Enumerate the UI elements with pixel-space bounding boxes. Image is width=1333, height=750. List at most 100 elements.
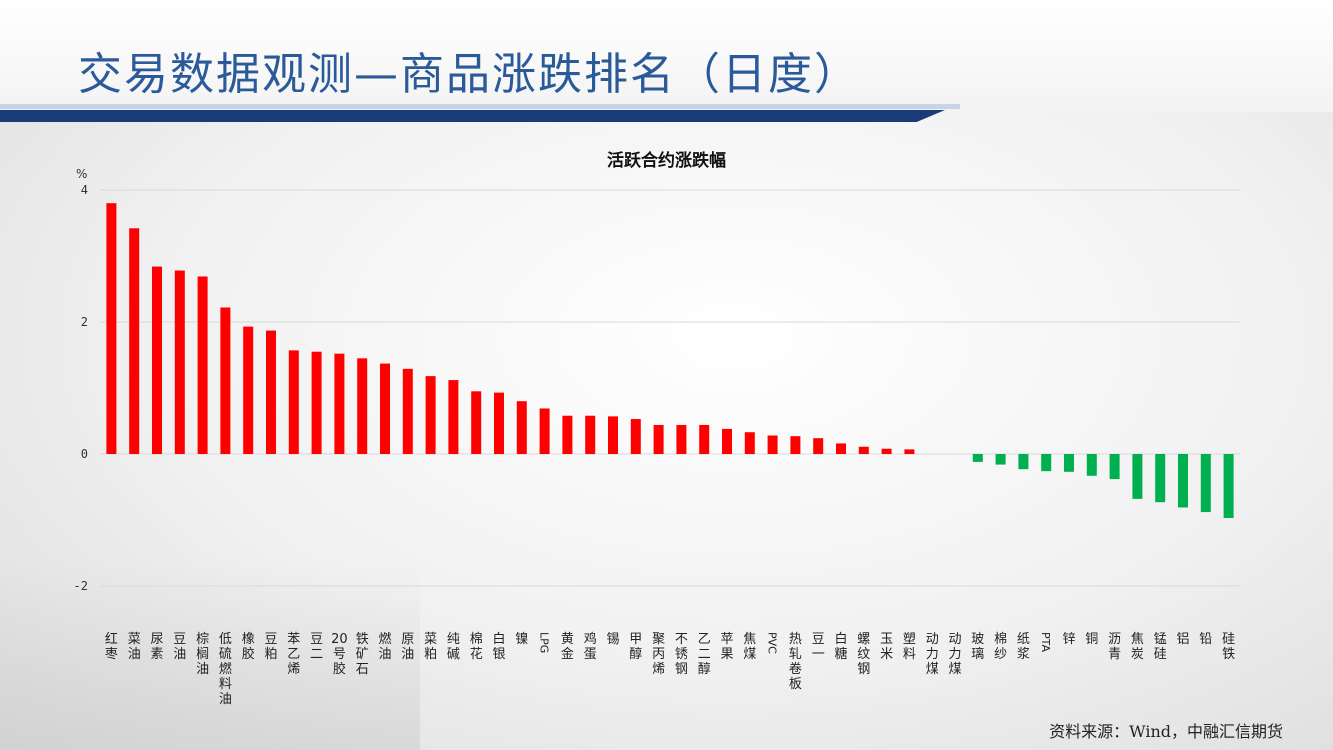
x-tick-label: 苹果 <box>720 632 733 662</box>
x-tick-label: 原油 <box>401 632 414 662</box>
x-tick-label: 塑料 <box>903 632 916 662</box>
bar <box>562 415 573 454</box>
y-tick-label: 0 <box>81 447 88 461</box>
bar <box>904 449 915 454</box>
bar <box>608 416 618 454</box>
x-tick-label: 铝 <box>1176 632 1189 647</box>
x-tick-label: 豆油 <box>173 632 186 662</box>
bar <box>129 228 140 454</box>
bar <box>174 270 185 454</box>
bar <box>1178 454 1188 508</box>
x-tick-label: LPG <box>538 632 551 653</box>
x-tick-label: 动力煤 <box>926 632 939 677</box>
bar <box>402 368 413 454</box>
y-tick-label: 4 <box>81 183 88 197</box>
bar <box>288 350 299 454</box>
header-band <box>0 0 1333 112</box>
bar <box>699 424 710 454</box>
bar <box>767 435 778 454</box>
x-tick-label: 螺纹钢 <box>857 632 870 677</box>
x-tick-label: PTA <box>1039 632 1052 652</box>
y-tick-label: 2 <box>81 315 88 329</box>
bar <box>858 446 869 454</box>
x-tick-label: 白糖 <box>834 631 847 662</box>
x-tick-label: 低硫燃料油 <box>219 632 232 707</box>
bar <box>357 358 368 454</box>
x-tick-label: 沥青 <box>1108 632 1121 662</box>
x-tick-label: 聚丙烯 <box>652 632 665 677</box>
bar <box>152 266 162 454</box>
bar <box>836 443 846 454</box>
bar <box>1200 454 1211 513</box>
bar <box>995 454 1006 465</box>
bar <box>790 436 801 454</box>
bar <box>1018 454 1029 470</box>
bar <box>881 448 892 454</box>
bar <box>106 203 117 454</box>
bar <box>539 408 550 454</box>
x-tick-label: 20 号胶 <box>331 632 348 677</box>
x-tick-label: 甲醇 <box>629 632 642 662</box>
x-tick-label: 焦炭 <box>1131 632 1144 662</box>
x-tick-label: 焦煤 <box>743 632 756 662</box>
bar <box>585 415 596 454</box>
x-tick-label: 鸡蛋 <box>584 631 597 662</box>
y-axis-unit-label: % <box>76 167 88 181</box>
x-tick-label: 尿素 <box>150 632 163 662</box>
bar <box>494 392 504 454</box>
x-tick-label: 玉米 <box>880 632 893 662</box>
x-tick-label: 锰硅 <box>1154 632 1167 662</box>
x-tick-label: 豆一 <box>812 632 825 662</box>
bar <box>243 326 254 454</box>
bar <box>744 432 755 454</box>
chart-title: 活跃合约涨跌幅 <box>607 151 726 171</box>
bar <box>220 307 231 454</box>
x-tick-label: 铁矿石 <box>356 632 369 677</box>
x-tick-label: 燃油 <box>378 631 391 662</box>
bar <box>1223 454 1234 519</box>
header-divider-bar <box>0 110 945 122</box>
x-tick-label: 镍 <box>515 632 528 647</box>
x-tick-label: 玻璃 <box>971 632 984 662</box>
x-tick-label: 不锈钢 <box>675 632 688 677</box>
data-source-note: 资料来源：Wind，中融汇信期货 <box>1049 722 1283 741</box>
x-tick-label: 硅铁 <box>1222 632 1235 662</box>
x-tick-label: 黄金 <box>561 632 574 662</box>
x-tick-label: 铅 <box>1199 632 1212 647</box>
x-tick-label: 乙二醇 <box>698 632 711 677</box>
x-tick-label: 铜 <box>1085 632 1098 647</box>
x-tick-label: 菜粕 <box>424 632 437 662</box>
page-title: 交易数据观测—商品涨跌排名（日度） <box>78 49 860 100</box>
x-tick-label: 豆粕 <box>264 632 277 662</box>
skyline-decoration <box>0 560 420 750</box>
bar <box>722 428 732 454</box>
bar <box>425 376 436 454</box>
x-tick-label: 白银 <box>492 631 505 662</box>
header-accent-line <box>0 104 960 109</box>
x-tick-label: 苯乙烯 <box>287 632 300 677</box>
bar <box>266 330 276 454</box>
bar <box>1109 454 1120 480</box>
x-tick-label: 棉纱 <box>994 632 1007 662</box>
x-tick-label: 棉花 <box>470 632 483 662</box>
bar <box>653 424 664 454</box>
x-tick-label: 锌 <box>1062 632 1075 647</box>
bar <box>1132 454 1143 499</box>
x-tick-label: 热轧卷板 <box>789 632 802 692</box>
x-tick-label: 红枣 <box>105 631 118 662</box>
bar <box>972 454 983 462</box>
bar <box>197 276 208 454</box>
bar <box>1064 454 1074 472</box>
x-tick-label: 动力煤 <box>948 632 961 677</box>
y-tick-label: -2 <box>74 579 88 593</box>
x-tick-label: PVC <box>766 632 779 654</box>
bar <box>516 401 527 454</box>
bar <box>1086 454 1097 476</box>
bar <box>471 391 482 454</box>
bar <box>380 363 390 454</box>
bar <box>813 438 824 454</box>
x-tick-label: 菜油 <box>128 632 141 662</box>
bar <box>311 351 322 454</box>
x-tick-label: 豆二 <box>310 632 323 662</box>
